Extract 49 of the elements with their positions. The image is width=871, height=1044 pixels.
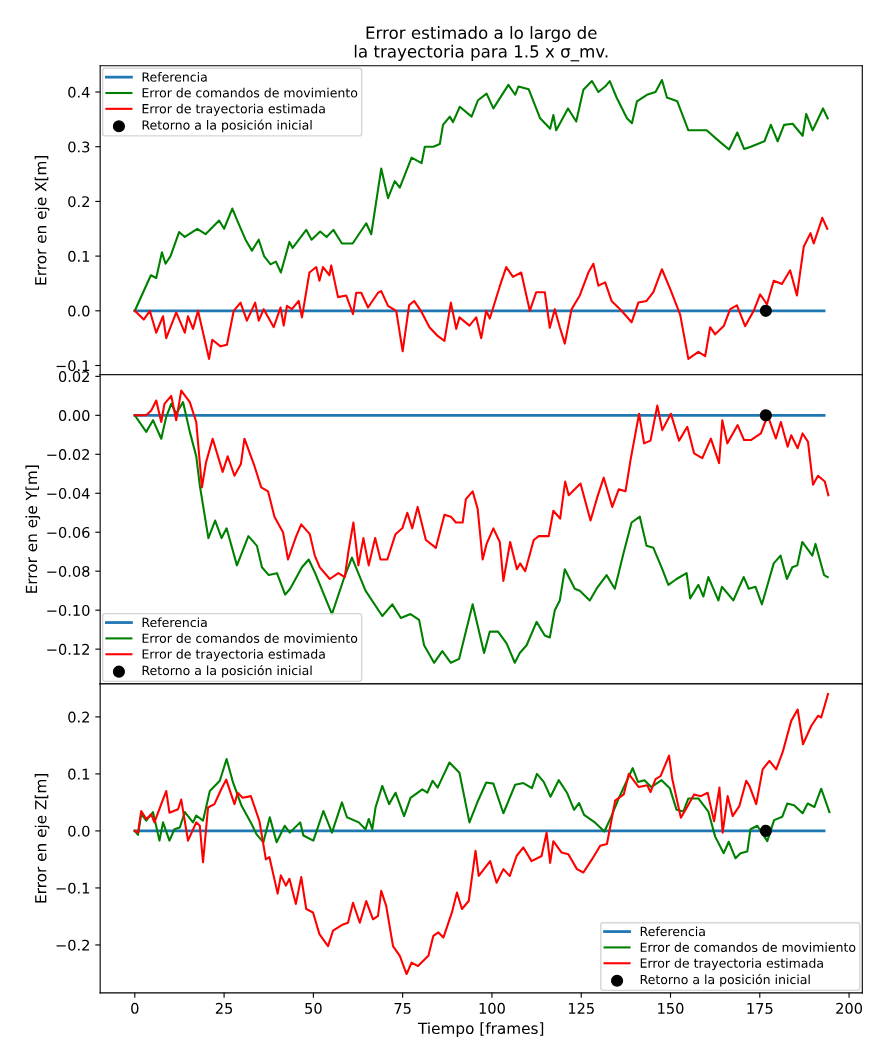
x-tick-label: 75 bbox=[394, 1003, 411, 1014]
y-tick-label: 0.00 bbox=[58, 410, 90, 422]
y-tick-label: 0.1 bbox=[68, 768, 90, 780]
x-tick-label: 50 bbox=[305, 1002, 322, 1014]
y-tick-label: 0.02 bbox=[58, 371, 89, 383]
legend-label: Referencia bbox=[640, 926, 705, 937]
legend-label: Error de comandos de movimiento bbox=[142, 87, 358, 98]
x-tick-label: 25 bbox=[215, 1002, 233, 1014]
y-tick-label: −0.1 bbox=[56, 360, 90, 372]
y-tick-label: −0.02 bbox=[47, 449, 89, 461]
x-tick-label: 175 bbox=[747, 1003, 773, 1014]
y-tick-label: −0.1 bbox=[56, 882, 90, 894]
legend-label: Error de trayectoria estimada bbox=[142, 103, 325, 116]
legend-label: Referencia bbox=[142, 617, 207, 628]
y-tick-label: 0.2 bbox=[68, 196, 89, 208]
y-tick-label: 0.1 bbox=[68, 250, 90, 262]
x-tick-label: 125 bbox=[568, 1002, 594, 1014]
y-tick-label: −0.12 bbox=[47, 643, 89, 655]
line-series bbox=[133, 401, 829, 664]
line-series bbox=[133, 216, 829, 360]
y-axis-title: Error en eje X[m] bbox=[34, 156, 50, 285]
y-axis-title: Error en eje Z[m] bbox=[34, 774, 50, 903]
y-axis-title: Error en eje Y[m] bbox=[25, 465, 41, 593]
line-series bbox=[133, 758, 831, 860]
y-tick-label: 0.4 bbox=[68, 86, 90, 98]
legend-label: Error de trayectoria estimada bbox=[640, 958, 823, 971]
line-series bbox=[133, 389, 830, 582]
x-tick-label: 150 bbox=[658, 1002, 684, 1014]
y-tick-label: −0.06 bbox=[47, 526, 90, 538]
y-tick-label: 0.0 bbox=[68, 825, 90, 837]
x-tick-label: 0 bbox=[131, 1002, 139, 1014]
x-tick-label: 200 bbox=[836, 1002, 863, 1014]
legend-label: Retorno a la posición inicial bbox=[142, 664, 312, 678]
x-axis-title: Tiempo [frames] bbox=[417, 1022, 544, 1038]
y-tick-label: 0.0 bbox=[68, 305, 90, 317]
legend-label: Error de trayectoria estimada bbox=[142, 649, 325, 662]
y-tick-label: −0.10 bbox=[47, 604, 90, 616]
y-tick-label: −0.08 bbox=[47, 565, 90, 577]
legend-label: Referencia bbox=[142, 72, 207, 82]
y-tick-label: −0.04 bbox=[47, 487, 90, 500]
y-tick-label: 0.2 bbox=[68, 711, 89, 723]
y-tick-label: 0.3 bbox=[68, 141, 90, 153]
legend-label: Retorno a la posición inicial bbox=[640, 974, 810, 987]
chart-title: Error estimado a lo largo de la trayectoria para 1.5 x σ_mv. bbox=[354, 26, 608, 62]
x-tick-label: 100 bbox=[479, 1002, 505, 1014]
y-tick-label: −0.2 bbox=[56, 939, 89, 951]
legend-label: Error de comandos de movimiento bbox=[142, 633, 358, 643]
legend-label: Retorno a la posición inicial bbox=[142, 119, 312, 133]
legend-label: Error de comandos de movimiento bbox=[640, 942, 856, 952]
